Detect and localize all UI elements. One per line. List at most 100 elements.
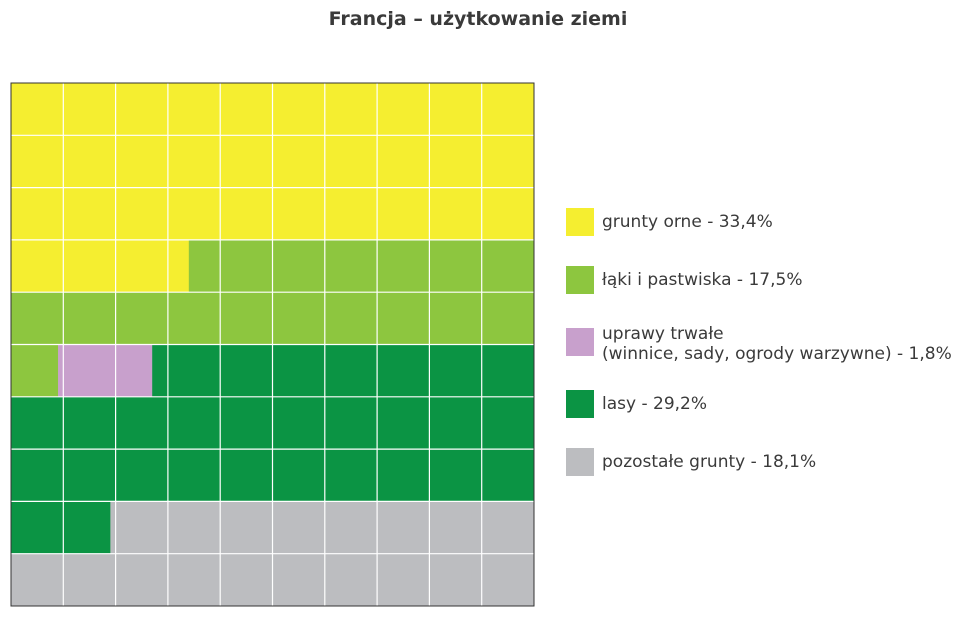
waffle-cell-0-22 bbox=[115, 187, 169, 241]
waffle-cell-4-10 bbox=[63, 553, 116, 607]
legend-label-line: lasy - 29,2% bbox=[602, 394, 708, 414]
waffle-cell-3-13 bbox=[272, 396, 326, 450]
legend-item: lasy - 29,2% bbox=[566, 390, 958, 418]
legend-item: grunty orne - 33,4% bbox=[566, 208, 958, 236]
waffle-cell-3-2 bbox=[220, 344, 273, 398]
waffle-cell-0-2 bbox=[115, 83, 169, 136]
waffle-cell-0-25 bbox=[272, 187, 326, 241]
legend-label: uprawy trwałe (winnice, sady, ogrody warz… bbox=[602, 324, 952, 364]
waffle-cell-0-17 bbox=[377, 135, 430, 188]
waffle-cell-3-16 bbox=[429, 396, 482, 450]
waffle-cell-3-18 bbox=[11, 449, 64, 502]
waffle-cell-4-11 bbox=[115, 553, 169, 607]
waffle-cell-4-13 bbox=[220, 553, 273, 607]
waffle-cell-3-17 bbox=[481, 396, 535, 450]
legend-label: lasy - 29,2% bbox=[602, 390, 707, 414]
legend-label-line: pozostałe grunty - 18,1% bbox=[602, 452, 817, 472]
waffle-cell-3-12 bbox=[220, 396, 273, 450]
waffle-cell-0-30 bbox=[11, 239, 64, 293]
waffle-cell-0-23 bbox=[167, 187, 221, 241]
waffle-cell-3-23 bbox=[272, 449, 326, 502]
waffle-cell-0-8 bbox=[429, 83, 482, 136]
waffle-cell-2-1 bbox=[63, 344, 116, 398]
waffle-cell-0-18 bbox=[429, 135, 482, 188]
waffle-cell-1-7 bbox=[11, 292, 64, 345]
legend-label-line: łąki i pastwiska - 17,5% bbox=[602, 270, 803, 290]
waffle-cell-1-4 bbox=[377, 239, 430, 293]
waffle-cell-0-0 bbox=[11, 83, 64, 136]
waffle-cell-1-12 bbox=[272, 292, 326, 345]
waffle-cell-0-33 bbox=[167, 239, 190, 293]
waffle-cell-1-10 bbox=[167, 292, 221, 345]
waffle-cell-4-4 bbox=[272, 501, 326, 554]
waffle-cell-4-18 bbox=[481, 553, 535, 607]
waffle-cell-3-10 bbox=[115, 396, 169, 450]
legend-label-line: (winnice, sady, ogrody warzywne) - 1,8% bbox=[602, 344, 952, 364]
waffle-cell-3-20 bbox=[115, 449, 169, 502]
waffle-cell-0-32 bbox=[115, 239, 169, 293]
waffle-cell-0-15 bbox=[272, 135, 326, 188]
waffle-cell-3-22 bbox=[220, 449, 273, 502]
waffle-cell-3-21 bbox=[167, 449, 221, 502]
waffle-cell-4-12 bbox=[167, 553, 221, 607]
waffle-cell-1-16 bbox=[481, 292, 535, 345]
waffle-cell-1-11 bbox=[220, 292, 273, 345]
waffle-cell-4-0 bbox=[110, 501, 116, 554]
waffle-cell-3-4 bbox=[324, 344, 378, 398]
waffle-cell-0-26 bbox=[324, 187, 378, 241]
waffle-cell-0-19 bbox=[481, 135, 535, 188]
waffle-cell-0-20 bbox=[11, 187, 64, 241]
waffle-cell-4-5 bbox=[324, 501, 378, 554]
waffle-cell-0-28 bbox=[429, 187, 482, 241]
waffle-cell-3-26 bbox=[429, 449, 482, 502]
waffle-cell-0-24 bbox=[220, 187, 273, 241]
legend-swatch bbox=[566, 266, 594, 294]
waffle-cell-1-3 bbox=[324, 239, 378, 293]
waffle-cell-4-7 bbox=[429, 501, 482, 554]
waffle-cell-0-3 bbox=[167, 83, 221, 136]
waffle-cell-0-6 bbox=[324, 83, 378, 136]
waffle-cell-0-7 bbox=[377, 83, 430, 136]
waffle-cell-0-27 bbox=[377, 187, 430, 241]
waffle-cell-1-14 bbox=[377, 292, 430, 345]
waffle-cell-1-1 bbox=[220, 239, 273, 293]
waffle-cell-1-9 bbox=[115, 292, 169, 345]
legend-label: pozostałe grunty - 18,1% bbox=[602, 448, 816, 472]
chart-border bbox=[10, 82, 535, 607]
waffle-cell-4-14 bbox=[272, 553, 326, 607]
waffle-cell-3-27 bbox=[481, 449, 535, 502]
waffle-cell-1-6 bbox=[481, 239, 535, 293]
legend-item: uprawy trwałe (winnice, sady, ogrody warz… bbox=[566, 324, 958, 364]
waffle-cell-2-2 bbox=[115, 344, 153, 398]
waffle-cell-1-2 bbox=[272, 239, 326, 293]
waffle-cell-4-15 bbox=[324, 553, 378, 607]
waffle-cell-4-3 bbox=[220, 501, 273, 554]
waffle-cell-1-0 bbox=[188, 239, 221, 293]
waffle-cell-4-8 bbox=[481, 501, 535, 554]
waffle-cell-4-9 bbox=[11, 553, 64, 607]
legend-item: pozostałe grunty - 18,1% bbox=[566, 448, 958, 476]
waffle-cell-0-13 bbox=[167, 135, 221, 188]
waffle-cell-3-5 bbox=[377, 344, 430, 398]
waffle-cell-1-13 bbox=[324, 292, 378, 345]
waffle-cell-3-24 bbox=[324, 449, 378, 502]
waffle-cell-3-1 bbox=[167, 344, 221, 398]
waffle-cell-0-9 bbox=[481, 83, 535, 136]
waffle-cell-3-29 bbox=[63, 501, 111, 554]
waffle-cell-0-14 bbox=[220, 135, 273, 188]
legend-swatch bbox=[566, 328, 594, 356]
waffle-cell-3-6 bbox=[429, 344, 482, 398]
waffle-cell-4-17 bbox=[429, 553, 482, 607]
waffle-cell-4-6 bbox=[377, 501, 430, 554]
waffle-cell-3-11 bbox=[167, 396, 221, 450]
waffle-cell-0-29 bbox=[481, 187, 535, 241]
waffle-cell-3-14 bbox=[324, 396, 378, 450]
chart-title: Francja – użytkowanie ziemi bbox=[328, 8, 628, 30]
legend-label-line: uprawy trwałe bbox=[602, 324, 724, 344]
waffle-cell-3-9 bbox=[63, 396, 116, 450]
waffle-cell-0-12 bbox=[115, 135, 169, 188]
waffle-cell-0-31 bbox=[63, 239, 116, 293]
legend-label: grunty orne - 33,4% bbox=[602, 208, 773, 232]
waffle-cell-3-7 bbox=[481, 344, 535, 398]
